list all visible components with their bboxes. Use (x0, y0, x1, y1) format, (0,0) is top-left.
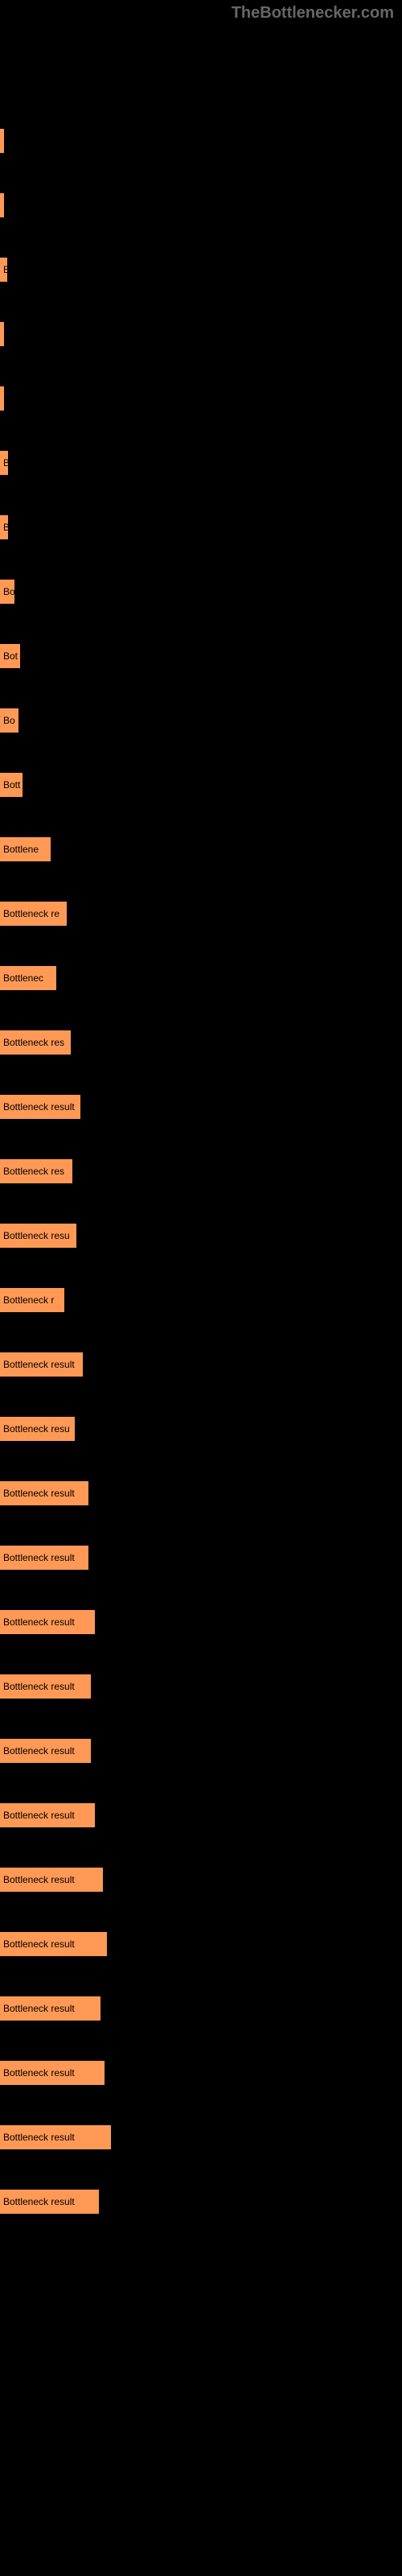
bar-label: Bottleneck result (3, 1488, 75, 1499)
bar-row: Bottleneck result (0, 1924, 402, 1964)
bar-label: Bottleneck result (3, 1616, 75, 1628)
bar (0, 322, 4, 346)
bar: Bottleneck result (0, 1610, 95, 1634)
bar: Bottlenec (0, 966, 56, 990)
bar: Bottleneck result (0, 1352, 83, 1377)
bar-label: B (3, 522, 8, 533)
bar: Bottlene (0, 837, 51, 861)
bar-label: Bottleneck re (3, 908, 59, 919)
bar-row: Bottleneck result (0, 1602, 402, 1642)
bar-row (0, 121, 402, 161)
bar-row: Bo (0, 700, 402, 741)
bar: Bottleneck result (0, 1674, 91, 1699)
bar-row: B (0, 443, 402, 483)
bar-label: Bottleneck result (3, 1552, 75, 1563)
bar-row: Bottleneck result (0, 1666, 402, 1707)
bar-label: B (3, 457, 8, 469)
bar-row: Bottleneck result (0, 1538, 402, 1578)
bar-label: Bottleneck res (3, 1037, 64, 1048)
bar: Bottleneck result (0, 2190, 99, 2214)
bar-label: Bottleneck result (3, 2196, 75, 2207)
bar-row (0, 185, 402, 225)
bar: Bottleneck result (0, 2061, 105, 2085)
bar: B (0, 258, 7, 282)
bar-row: Bottleneck result (0, 1087, 402, 1127)
bar-row: Bottleneck result (0, 1473, 402, 1513)
bar-row: Bottleneck res (0, 1022, 402, 1063)
bar-label: B (3, 264, 7, 275)
bar-row: Bottleneck res (0, 1151, 402, 1191)
bar-label: Bottlenec (3, 972, 43, 984)
bar: Bottleneck r (0, 1288, 64, 1312)
bar-label: Bottleneck result (3, 1745, 75, 1757)
bar (0, 129, 4, 153)
bar-row: Bottleneck result (0, 1860, 402, 1900)
bar-row: Bottleneck result (0, 1795, 402, 1835)
bar: Bottleneck result (0, 1932, 107, 1956)
bar: Bottleneck resu (0, 1417, 75, 1441)
bar-label: Bottleneck result (3, 2003, 75, 2014)
bar-chart: B B B Bo Bot Bo Bott Bottlene Bottleneck re Bottl… (0, 0, 402, 2286)
bar-label: Bottleneck result (3, 1101, 75, 1113)
bar: Bot (0, 644, 20, 668)
bar: Bottleneck res (0, 1030, 71, 1055)
bar-row: Bottleneck result (0, 2053, 402, 2093)
bar-label: Bottleneck result (3, 2067, 75, 2079)
bar: Bottleneck res (0, 1159, 72, 1183)
bar-label: Bottleneck res (3, 1166, 64, 1177)
bar-label: Bottleneck result (3, 1359, 75, 1370)
bar-row: B (0, 250, 402, 290)
bar-row: Bottleneck r (0, 1280, 402, 1320)
bar: Bottleneck result (0, 1546, 88, 1570)
bar-row: Bott (0, 765, 402, 805)
bar-label: Bottleneck resu (3, 1423, 70, 1435)
bar-row: Bot (0, 636, 402, 676)
bar: Bottleneck result (0, 2125, 111, 2149)
bar: Bottleneck result (0, 1481, 88, 1505)
bar: Bott (0, 773, 23, 797)
bar: Bo (0, 580, 14, 604)
bar: Bottleneck result (0, 1803, 95, 1827)
bar: Bottleneck result (0, 1095, 80, 1119)
bar-label: Bo (3, 715, 15, 726)
bar: Bottleneck result (0, 1868, 103, 1892)
bar-label: Bott (3, 779, 20, 791)
bar: B (0, 515, 8, 539)
bar-row: Bottleneck result (0, 2117, 402, 2157)
bar-row: Bottlenec (0, 958, 402, 998)
bar: Bottleneck result (0, 1739, 91, 1763)
bar-row: Bottleneck resu (0, 1409, 402, 1449)
bar-row: Bottleneck result (0, 1731, 402, 1771)
bar: Bottleneck re (0, 902, 67, 926)
bar-row: Bottlene (0, 829, 402, 869)
bar: Bottleneck resu (0, 1224, 76, 1248)
bar-row: Bottleneck result (0, 2182, 402, 2222)
bar: Bo (0, 708, 18, 733)
bar-label: Bo (3, 586, 14, 597)
bar-label: Bottleneck result (3, 1874, 75, 1885)
bar-label: Bottlene (3, 844, 39, 855)
bar-label: Bot (3, 650, 18, 662)
bar-label: Bottleneck result (3, 1938, 75, 1950)
bar-row: Bo (0, 572, 402, 612)
bar: Bottleneck result (0, 1996, 100, 2021)
bar-label: Bottleneck result (3, 1681, 75, 1692)
bar-label: Bottleneck resu (3, 1230, 70, 1241)
bar (0, 193, 4, 217)
bar-row: Bottleneck result (0, 1988, 402, 2029)
bar-label: Bottleneck result (3, 2132, 75, 2143)
bar (0, 386, 4, 411)
bar-row: Bottleneck re (0, 894, 402, 934)
bar: B (0, 451, 8, 475)
bar-row (0, 314, 402, 354)
bar-row (0, 378, 402, 419)
bar-row: Bottleneck resu (0, 1216, 402, 1256)
bar-row: Bottleneck result (0, 1344, 402, 1385)
bar-row: B (0, 507, 402, 547)
bar-label: Bottleneck result (3, 1810, 75, 1821)
bar-label: Bottleneck r (3, 1294, 54, 1306)
